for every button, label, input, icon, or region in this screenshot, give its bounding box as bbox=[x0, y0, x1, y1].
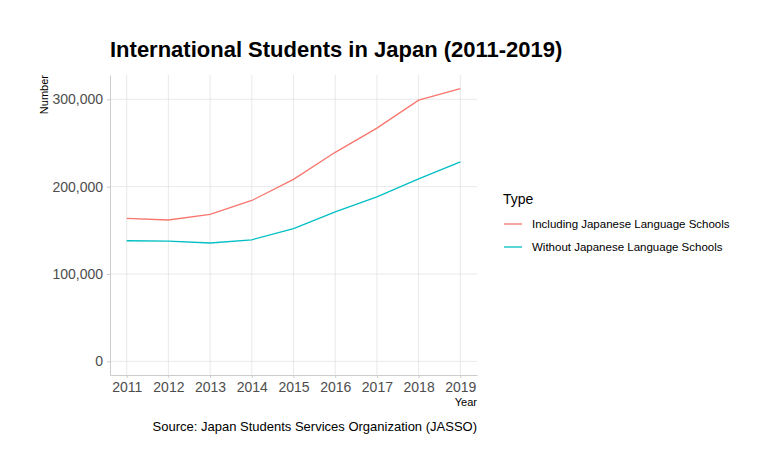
grid-line-x bbox=[335, 75, 336, 375]
tick-label: 2015 bbox=[278, 379, 309, 395]
legend-key bbox=[504, 223, 522, 224]
tick-mark bbox=[168, 375, 169, 378]
legend-title: Type bbox=[503, 191, 534, 207]
tick-mark bbox=[107, 361, 110, 362]
tick: 100,000 bbox=[52, 266, 110, 282]
series-line bbox=[127, 89, 461, 220]
grid-line-y bbox=[110, 274, 477, 275]
grid-line-x bbox=[251, 75, 252, 375]
tick: 2011 bbox=[112, 375, 142, 395]
tick: 2018 bbox=[404, 375, 435, 395]
tick-mark bbox=[294, 375, 295, 378]
grid-line-x bbox=[293, 75, 294, 375]
tick: 2014 bbox=[237, 375, 268, 395]
tick-label: 200,000 bbox=[52, 179, 103, 195]
tick-label: 100,000 bbox=[52, 266, 103, 282]
legend-key bbox=[504, 246, 522, 247]
tick-mark bbox=[377, 375, 378, 378]
legend-label: Without Japanese Language Schools bbox=[532, 241, 723, 253]
legend: Type Including Japanese Language Schools W… bbox=[503, 191, 730, 253]
grid-line-x bbox=[126, 75, 127, 375]
tick-mark bbox=[107, 99, 110, 100]
y-axis-title: Number bbox=[38, 75, 50, 114]
grid-line-x bbox=[376, 75, 377, 375]
legend-label: Including Japanese Language Schools bbox=[532, 218, 730, 230]
grid bbox=[110, 75, 477, 375]
tick-label: 2018 bbox=[404, 379, 435, 395]
tick-mark bbox=[460, 375, 461, 378]
tick: 2017 bbox=[362, 375, 393, 395]
tick-mark bbox=[210, 375, 211, 378]
tick-label: 2019 bbox=[445, 379, 476, 395]
x-axis-title: Year bbox=[455, 396, 478, 408]
tick: 2016 bbox=[320, 375, 351, 395]
tick-label: 2011 bbox=[112, 379, 142, 395]
tick-mark bbox=[107, 274, 110, 275]
tick-label: 2014 bbox=[237, 379, 268, 395]
grid-line-x bbox=[168, 75, 169, 375]
tick-label: 0 bbox=[95, 353, 103, 369]
tick-mark bbox=[419, 375, 420, 378]
tick-label: 300,000 bbox=[52, 91, 103, 107]
background bbox=[0, 0, 768, 474]
grid-line-x bbox=[460, 75, 461, 375]
tick-label: 2016 bbox=[320, 379, 351, 395]
tick-label: 2012 bbox=[153, 379, 184, 395]
tick: 300,000 bbox=[52, 91, 110, 107]
grid-line-y bbox=[110, 361, 477, 362]
y-axis: 0 100,000 200,000 300,000 bbox=[52, 76, 110, 376]
tick-mark bbox=[107, 187, 110, 188]
series-line bbox=[127, 162, 461, 243]
tick-label: 2017 bbox=[362, 379, 393, 395]
tick-mark bbox=[252, 375, 253, 378]
caption: Source: Japan Students Services Organiza… bbox=[153, 419, 477, 434]
tick: 2019 bbox=[445, 375, 476, 395]
tick-label: 2013 bbox=[195, 379, 226, 395]
grid-line-y bbox=[110, 186, 477, 187]
tick: 0 bbox=[95, 353, 110, 369]
tick: 2015 bbox=[278, 375, 309, 395]
tick-mark bbox=[127, 375, 128, 378]
tick: 200,000 bbox=[52, 179, 110, 195]
axis-line bbox=[110, 76, 111, 376]
x-axis: 2011 2012 2013 2014 2015 2016 2017 2018 2019 bbox=[111, 375, 478, 395]
grid-line-x bbox=[418, 75, 419, 375]
plot-area bbox=[127, 89, 461, 243]
tick: 2013 bbox=[195, 375, 226, 395]
tick-mark bbox=[335, 375, 336, 378]
title: International Students in Japan (2011-20… bbox=[110, 37, 562, 62]
tick: 2012 bbox=[153, 375, 184, 395]
grid-line-x bbox=[210, 75, 211, 375]
